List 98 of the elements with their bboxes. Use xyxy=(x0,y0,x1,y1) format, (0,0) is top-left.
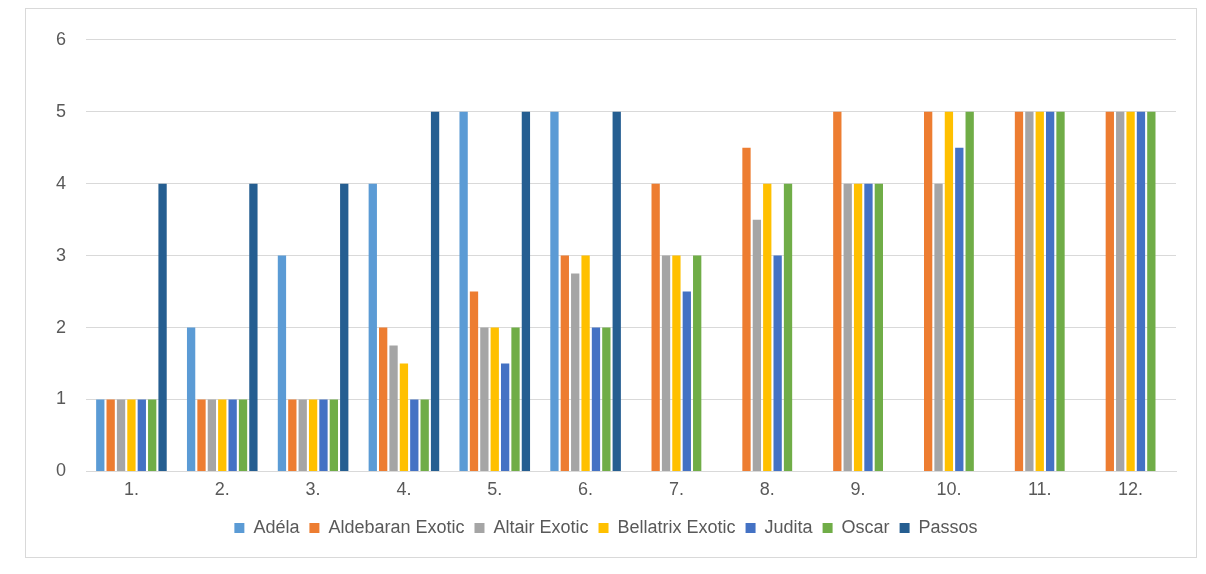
bar xyxy=(116,399,126,471)
legend-label: Aldebaran Exotic xyxy=(328,516,465,537)
bar xyxy=(218,399,227,471)
bar xyxy=(1056,111,1065,471)
legend-label: Adéla xyxy=(253,516,301,537)
legend-label: Judita xyxy=(764,516,814,537)
bar xyxy=(96,399,105,471)
bar xyxy=(490,327,499,471)
x-tick-label: 10. xyxy=(936,479,962,500)
bar xyxy=(1035,111,1044,471)
x-tick-label: 8. xyxy=(759,479,775,500)
bar xyxy=(368,183,377,471)
x-tick-label: 1. xyxy=(123,479,139,500)
bar xyxy=(693,255,702,471)
x-tick-label: 3. xyxy=(305,479,321,500)
bar xyxy=(550,111,559,471)
bar xyxy=(521,111,531,471)
bar xyxy=(1045,111,1055,471)
y-tick-label: 5 xyxy=(56,100,67,121)
x-tick-label: 9. xyxy=(850,479,866,500)
bar xyxy=(843,183,852,471)
bar xyxy=(763,183,772,471)
bar xyxy=(389,345,398,471)
bar xyxy=(612,111,621,471)
bar xyxy=(672,255,681,471)
x-tick-label: 7. xyxy=(668,479,684,500)
bar xyxy=(773,255,782,471)
bar xyxy=(651,183,660,471)
bar xyxy=(186,327,196,471)
bar xyxy=(308,399,318,471)
bar xyxy=(511,327,520,471)
bar xyxy=(874,183,883,471)
bar xyxy=(197,399,206,471)
y-tick-label: 0 xyxy=(56,460,67,481)
bar xyxy=(1105,111,1114,471)
y-tick-label: 2 xyxy=(56,316,67,337)
bar xyxy=(1025,111,1034,471)
legend-label: Oscar xyxy=(841,516,890,537)
bar xyxy=(833,111,842,471)
bar xyxy=(752,219,762,471)
y-tick-label: 3 xyxy=(56,244,67,265)
bar xyxy=(158,183,167,471)
bar xyxy=(560,255,569,471)
bar xyxy=(277,255,287,471)
bar xyxy=(127,399,136,471)
y-tick-label: 4 xyxy=(56,172,67,193)
bar xyxy=(591,327,601,471)
bar xyxy=(924,111,933,471)
bar xyxy=(106,399,115,471)
bar xyxy=(228,399,237,471)
bar xyxy=(1116,111,1125,471)
bar xyxy=(1136,111,1146,471)
x-tick-label: 12. xyxy=(1118,479,1144,500)
bar xyxy=(430,111,440,471)
legend-label: Passos xyxy=(918,516,978,537)
bar xyxy=(329,399,339,471)
bar xyxy=(238,399,248,471)
bar xyxy=(661,255,671,471)
bar xyxy=(288,399,297,471)
bar xyxy=(965,111,974,471)
x-tick-label: 4. xyxy=(396,479,412,500)
bar xyxy=(420,399,429,471)
bar xyxy=(298,399,307,471)
bar xyxy=(469,291,479,471)
bar xyxy=(864,183,873,471)
bar xyxy=(379,327,388,471)
bar xyxy=(934,183,943,471)
bar xyxy=(137,399,146,471)
bar xyxy=(783,183,793,471)
bar xyxy=(340,183,349,471)
bar xyxy=(955,147,964,471)
x-tick-label: 2. xyxy=(214,479,230,500)
bar xyxy=(682,291,691,471)
x-tick-label: 11. xyxy=(1027,479,1052,500)
bar xyxy=(1147,111,1156,471)
bar xyxy=(249,183,258,471)
x-tick-label: 5. xyxy=(487,479,503,500)
bar xyxy=(602,327,611,471)
bar xyxy=(1126,111,1135,471)
bar xyxy=(500,363,510,471)
bar xyxy=(1014,111,1024,471)
bar xyxy=(459,111,468,471)
bar xyxy=(571,273,580,471)
bar xyxy=(410,399,419,471)
bar xyxy=(853,183,863,471)
y-tick-label: 6 xyxy=(56,28,67,49)
bar xyxy=(480,327,489,471)
bar xyxy=(944,111,954,471)
legend-label: Bellatrix Exotic xyxy=(617,516,736,537)
bar xyxy=(319,399,328,471)
bar xyxy=(148,399,157,471)
bar xyxy=(581,255,590,471)
bar xyxy=(399,363,409,471)
bar xyxy=(207,399,217,471)
x-tick-label: 6. xyxy=(578,479,594,500)
y-tick-label: 1 xyxy=(56,388,67,409)
bar xyxy=(742,147,751,471)
legend-label: Altair Exotic xyxy=(493,516,589,537)
